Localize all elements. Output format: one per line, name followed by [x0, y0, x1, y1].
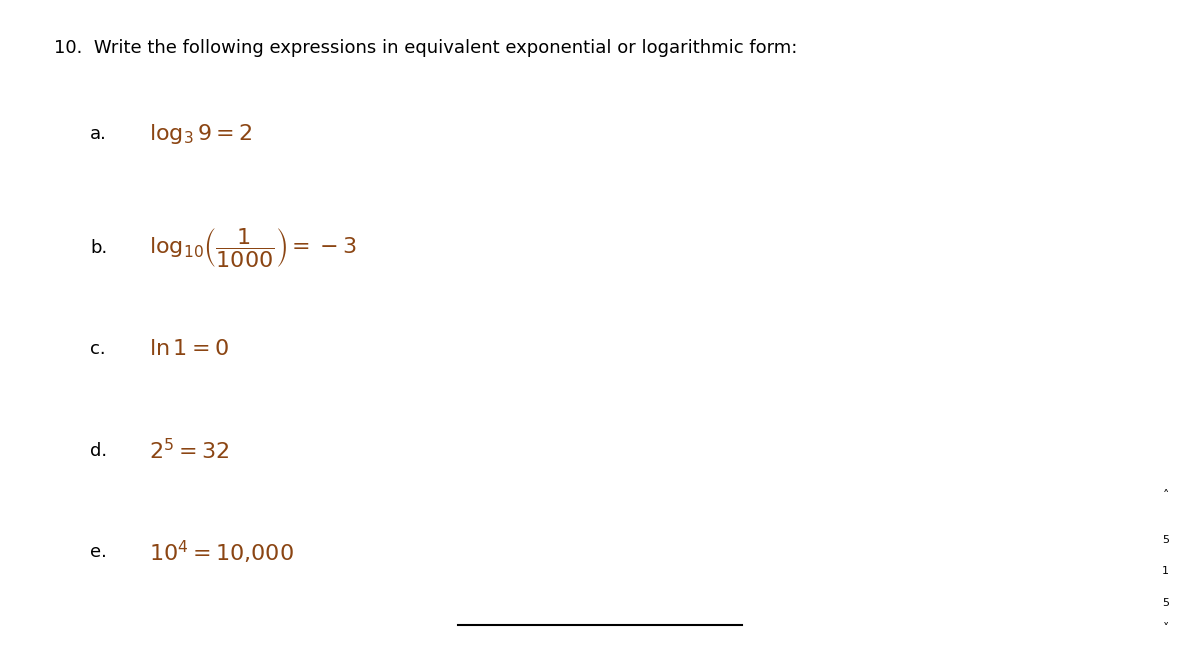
- Text: $\ln 1 = 0$: $\ln 1 = 0$: [149, 340, 229, 360]
- Text: $10^4 = 10{,}000$: $10^4 = 10{,}000$: [149, 538, 294, 566]
- Text: c.: c.: [90, 340, 106, 358]
- Text: $2^5 = 32$: $2^5 = 32$: [149, 438, 229, 463]
- Text: b.: b.: [90, 239, 107, 257]
- Text: $\log_{10}\!\left(\dfrac{1}{1000}\right) = -3$: $\log_{10}\!\left(\dfrac{1}{1000}\right)…: [149, 226, 356, 270]
- Text: e.: e.: [90, 543, 107, 561]
- Text: 10.  Write the following expressions in equivalent exponential or logarithmic fo: 10. Write the following expressions in e…: [54, 39, 798, 56]
- Text: 1: 1: [1163, 566, 1169, 576]
- Text: 5: 5: [1163, 535, 1169, 544]
- Text: $\log_3 9 = 2$: $\log_3 9 = 2$: [149, 122, 253, 146]
- Text: ˄: ˄: [1163, 489, 1169, 502]
- Text: 5: 5: [1163, 598, 1169, 608]
- Text: ˅: ˅: [1163, 622, 1169, 635]
- Text: d.: d.: [90, 442, 107, 460]
- Text: a.: a.: [90, 125, 107, 143]
